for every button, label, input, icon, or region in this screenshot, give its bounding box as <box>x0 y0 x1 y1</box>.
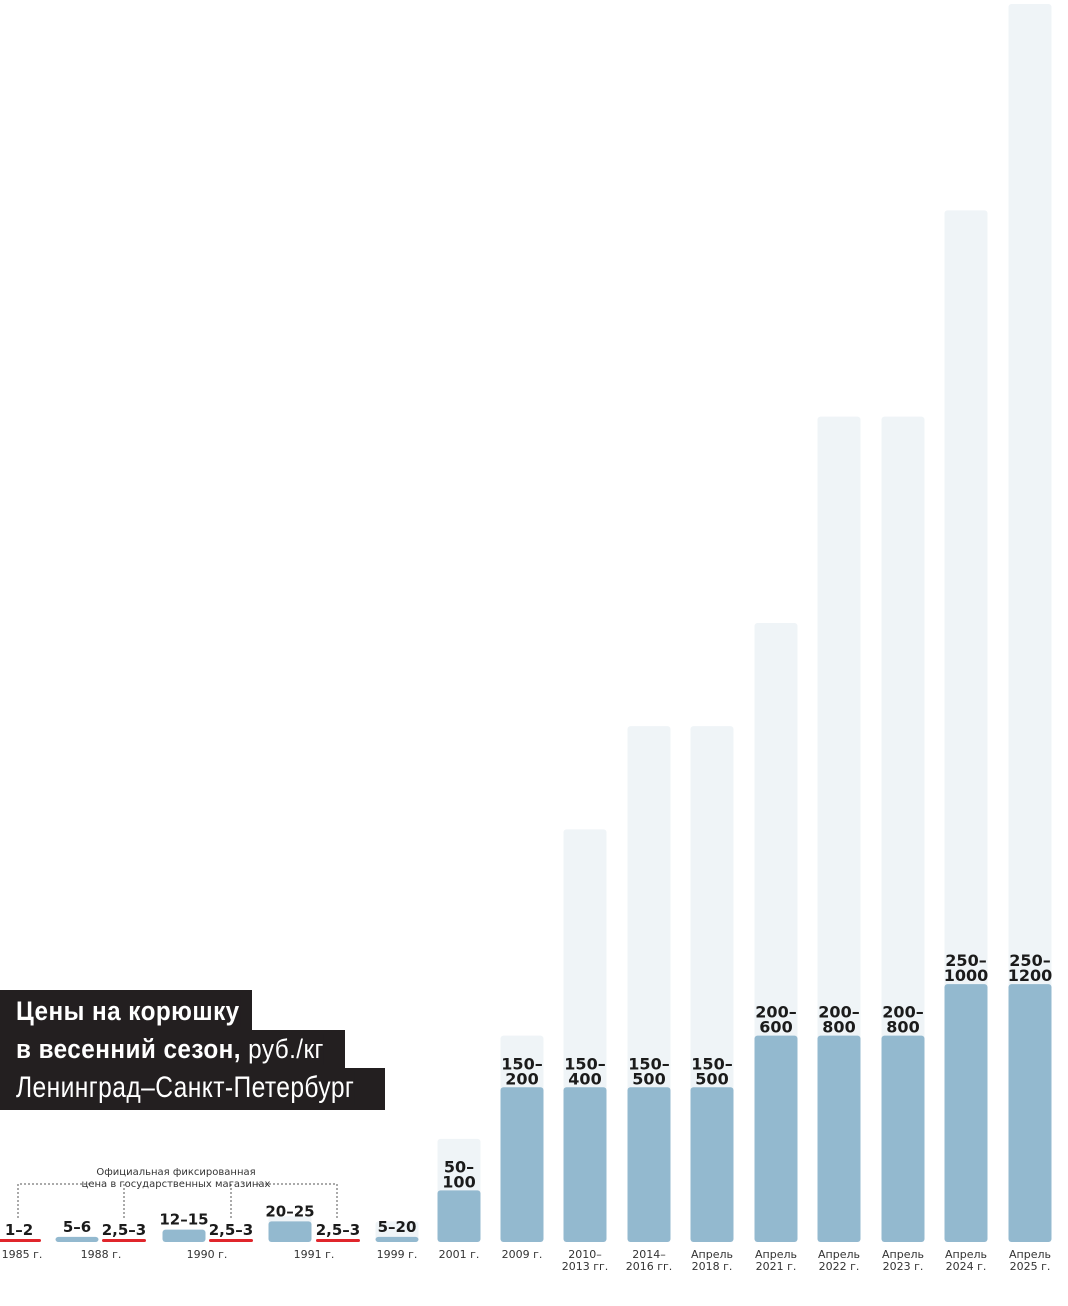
category-label: 2009 г. <box>502 1248 543 1261</box>
bar-value-label-top: 200– <box>818 1003 859 1022</box>
category-label: Апрель <box>818 1248 860 1261</box>
bar-value-label-bottom: 200 <box>505 1069 538 1088</box>
category-label: 2010– <box>568 1248 602 1261</box>
bar-value-label-bottom: 400 <box>568 1069 601 1088</box>
bar-value-label-top: 250– <box>945 951 986 970</box>
bar-min-price <box>627 1087 671 1242</box>
category-label: Апрель <box>945 1248 987 1261</box>
category-label: 2023 г. <box>883 1260 924 1273</box>
annotation-line2: цена в государственных магазинах <box>82 1179 271 1190</box>
annotation-line1: Официальная фиксированная <box>96 1167 255 1178</box>
bar-value-label: 20–25 <box>265 1202 314 1220</box>
annotation-bracket-left <box>17 1183 97 1218</box>
official-price-marker <box>0 1239 41 1242</box>
bar-min-price <box>817 1035 861 1242</box>
category-label: 1988 г. <box>81 1248 122 1261</box>
bar-value-label-bottom: 1000 <box>944 966 989 985</box>
bar-value-label-bottom: 500 <box>632 1069 665 1088</box>
official-price-marker <box>316 1239 360 1242</box>
bar-value-label-top: 200– <box>755 1003 796 1022</box>
category-label: 1999 г. <box>377 1248 418 1261</box>
category-label: 2016 гг. <box>626 1260 673 1273</box>
official-price-label: 2,5–3 <box>209 1221 254 1239</box>
bar-min-price <box>162 1229 206 1242</box>
bar-value-label-top: 250– <box>1009 951 1050 970</box>
official-price-marker <box>209 1239 253 1242</box>
category-label: Апрель <box>755 1248 797 1261</box>
chart-title-line1: Цены на корюшку <box>16 996 240 1027</box>
chart-title-unit: руб./кг <box>240 1034 324 1064</box>
category-label: Апрель <box>882 1248 924 1261</box>
bar-min-price <box>944 984 988 1242</box>
official-price-label: 2,5–3 <box>102 1221 147 1239</box>
bar-max-range <box>1008 4 1052 1242</box>
annotation-bracket-right <box>257 1183 338 1218</box>
category-label: 2018 г. <box>692 1260 733 1273</box>
bar-value-label-bottom: 1200 <box>1008 966 1053 985</box>
bar-min-price <box>881 1035 925 1242</box>
bar-min-price <box>563 1087 607 1242</box>
official-price-label: 1–2 <box>5 1221 33 1239</box>
bar-value-label-bottom: 600 <box>759 1018 792 1037</box>
bar-min-price <box>1008 984 1052 1242</box>
bar-value-label-top: 200– <box>882 1003 923 1022</box>
category-label: 1985 г. <box>2 1248 43 1261</box>
category-label: 2025 г. <box>1010 1260 1051 1273</box>
category-label: 1991 г. <box>294 1248 335 1261</box>
bar-value-label-bottom: 800 <box>822 1018 855 1037</box>
category-label: Апрель <box>691 1248 733 1261</box>
bar-value-label: 5–20 <box>378 1218 417 1236</box>
bar-min-price <box>437 1190 481 1242</box>
bar-value-label-top: 50– <box>444 1157 474 1176</box>
bar-value-label: 12–15 <box>159 1211 208 1229</box>
bar-value-label-top: 150– <box>691 1054 732 1073</box>
category-label: 2024 г. <box>946 1260 987 1273</box>
bar-min-price <box>500 1087 544 1242</box>
bar-value-label-bottom: 100 <box>442 1172 475 1191</box>
bar-value-label: 5–6 <box>63 1218 91 1236</box>
bar-min-price <box>754 1035 798 1242</box>
category-label: 2001 г. <box>439 1248 480 1261</box>
category-label: Апрель <box>1009 1248 1051 1261</box>
chart-title-line2: в весенний сезон, руб./кг <box>16 1034 324 1065</box>
bar-min-price <box>375 1236 419 1242</box>
official-price-marker <box>102 1239 146 1242</box>
bar-min-price <box>268 1221 312 1242</box>
bar-value-label-top: 150– <box>628 1054 669 1073</box>
bar-value-label-bottom: 500 <box>695 1069 728 1088</box>
bar-value-label-top: 150– <box>564 1054 605 1073</box>
chart-title-season: в весенний сезон, <box>16 1034 241 1064</box>
bar-value-label-bottom: 800 <box>886 1018 919 1037</box>
category-label: 2014– <box>632 1248 666 1261</box>
category-label: 2021 г. <box>756 1260 797 1273</box>
category-label: 1990 г. <box>187 1248 228 1261</box>
category-label: 2013 гг. <box>562 1260 609 1273</box>
chart-subtitle-city: Ленинград–Санкт-Петербург <box>16 1071 355 1105</box>
bar-min-price <box>690 1087 734 1242</box>
bar-value-label-top: 150– <box>501 1054 542 1073</box>
category-label: 2022 г. <box>819 1260 860 1273</box>
bar-min-price <box>55 1236 99 1242</box>
official-price-label: 2,5–3 <box>316 1221 361 1239</box>
